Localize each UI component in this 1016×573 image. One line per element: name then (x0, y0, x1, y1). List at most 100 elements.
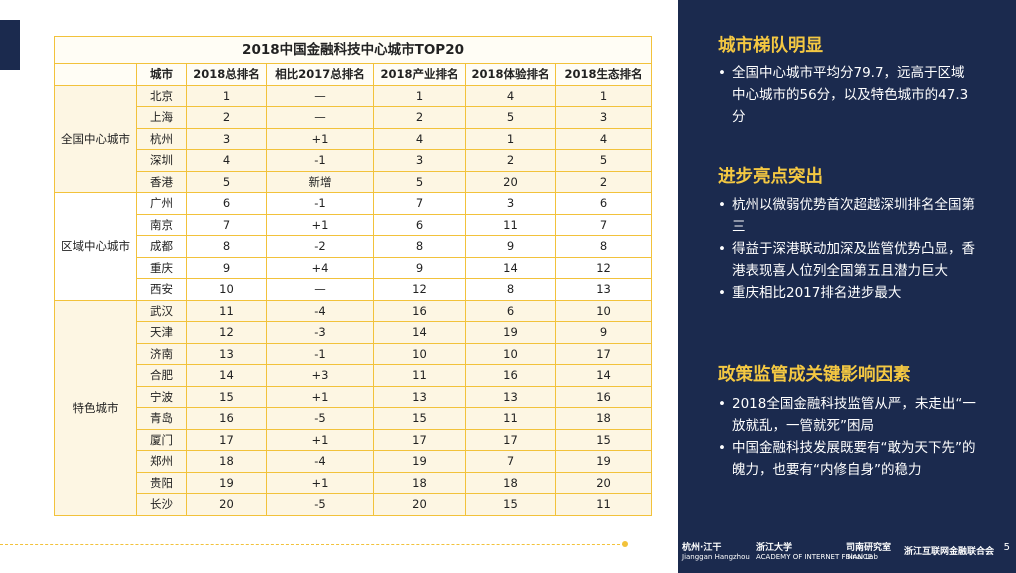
rank-cell: 6 (554, 192, 653, 215)
rank-cell: 15 (554, 428, 653, 451)
rank-cell: -1 (266, 149, 374, 172)
city-cell: 上海 (136, 106, 187, 129)
rank-cell: 16 (554, 385, 653, 408)
column-header: 2018体验排名 (465, 63, 556, 86)
zju-logo: 浙江大学 ACADEMY OF INTERNET FINANCE (756, 543, 873, 561)
rank-cell: 5 (554, 149, 653, 172)
rank-cell: -5 (266, 407, 374, 430)
bullet-marker: • (718, 285, 726, 301)
rank-cell: 17 (186, 428, 267, 451)
rank-cell: 11 (186, 299, 267, 322)
rank-cell: 9 (373, 256, 466, 279)
table-row: 贵阳 19 +1 18 18 20 (55, 471, 653, 494)
section-title-policy: 政策监管成关键影响因素 (718, 365, 911, 385)
rank-cell: 18 (373, 471, 466, 494)
city-cell: 广州 (136, 192, 187, 215)
rank-cell: 15 (373, 407, 466, 430)
table-header-row: 城市 2018总排名 相比2017总排名 2018产业排名 2018体验排名 2018生态… (54, 63, 653, 86)
city-cell: 深圳 (136, 149, 187, 172)
rank-cell: -5 (266, 493, 374, 516)
bullet-item: • 中国金融科技发展既要有“敢为天下先”的魄力，也要有“内修自身”的稳力 (718, 437, 978, 481)
rank-cell: 7 (373, 192, 466, 215)
rank-cell: 7 (465, 450, 556, 473)
city-cell: 香港 (136, 170, 187, 193)
zj-internet-finance-logo: 浙江互联网金融联合会 (904, 547, 995, 557)
table-title: 2018中国金融科技中心城市TOP20 (53, 36, 653, 64)
rank-cell: 9 (465, 235, 556, 258)
bullet-text: 杭州以微弱优势首次超越深圳排名全国第三 (732, 197, 975, 235)
rank-cell: 1 (186, 84, 267, 107)
bullet-text: 得益于深港联动加深及监管优势凸显，香港表现喜人位列全国第五且潜力巨大 (732, 241, 975, 279)
rank-cell: 20 (465, 170, 556, 193)
rank-cell: 1 (373, 84, 466, 107)
city-cell: 贵阳 (136, 471, 187, 494)
rank-cell: 10 (373, 342, 466, 365)
rank-cell: 13 (465, 385, 556, 408)
table-row: 区域中心城市 广州 6 -1 7 3 6 (54, 192, 653, 301)
divider-dot (622, 541, 628, 547)
table-row: 合肥 14 +3 11 16 14 (55, 364, 653, 387)
rank-cell: +1 (266, 127, 374, 150)
city-cell: 武汉 (136, 299, 187, 322)
city-cell: 北京 (136, 84, 187, 107)
group-label: 特色城市 (54, 299, 137, 516)
rank-cell: 4 (373, 127, 466, 150)
rank-cell: — (266, 84, 374, 107)
rank-cell: 14 (186, 364, 267, 387)
rank-cell: 11 (373, 364, 466, 387)
table-row: 成都 8 -2 8 9 8 (55, 235, 653, 258)
rank-cell: 7 (554, 213, 653, 236)
rank-cell: 19 (373, 450, 466, 473)
city-cell: 西安 (136, 278, 187, 301)
bullet-item: • 得益于深港联动加深及监管优势凸显，香港表现喜人位列全国第五且潜力巨大 (718, 238, 978, 282)
rank-cell: 16 (465, 364, 556, 387)
city-cell: 宁波 (136, 385, 187, 408)
rank-cell: +3 (266, 364, 374, 387)
rank-cell: 3 (186, 127, 267, 150)
bullet-marker: • (718, 241, 726, 257)
jianggan-logo: 杭州·江干 Jianggan Hangzhou (682, 543, 750, 561)
city-cell: 青岛 (136, 407, 187, 430)
rank-cell: -2 (266, 235, 374, 258)
page-number: 5 (1003, 542, 1010, 553)
table-row: 杭州 3 +1 4 1 4 (55, 127, 653, 150)
rank-cell: -3 (266, 321, 374, 344)
bullet-marker: • (718, 396, 726, 412)
bullet-item: • 重庆相比2017排名进步最大 (718, 282, 978, 304)
summary-panel: 城市梯队明显 • 全国中心城市平均分79.7，远高于区域中心城市的56分，以及特色… (678, 0, 1016, 573)
table-row: 全国中心城市 北京 1—1 4 1 (54, 84, 653, 193)
rank-cell: +4 (266, 256, 374, 279)
bullet-marker: • (718, 440, 726, 456)
rank-cell: 9 (554, 321, 653, 344)
bullet-marker: • (718, 197, 726, 213)
rank-cell: 2 (186, 106, 267, 129)
rank-cell: 1 (465, 127, 556, 150)
city-cell: 重庆 (136, 256, 187, 279)
rank-cell: 5 (465, 106, 556, 129)
section-title-tiers: 城市梯队明显 (718, 36, 823, 56)
rank-cell: 6 (373, 213, 466, 236)
table-row: 天津 12 -3 14 19 9 (55, 321, 653, 344)
rank-cell: 8 (373, 235, 466, 258)
rank-cell: -1 (266, 192, 374, 215)
rank-cell: 5 (373, 170, 466, 193)
table-row: 宁波 15 +1 13 13 16 (55, 385, 653, 408)
rank-cell: 18 (554, 407, 653, 430)
rank-cell: 13 (186, 342, 267, 365)
rank-cell: 18 (186, 450, 267, 473)
table-row: 重庆 9 +4 9 14 12 (55, 256, 653, 279)
rank-cell: 6 (186, 192, 267, 215)
bullet-text: 2018全国金融科技监管从严，未走出“一放就乱，一管就死”困局 (732, 396, 976, 434)
rank-cell: 14 (554, 364, 653, 387)
bullet-marker: • (718, 65, 726, 81)
rank-cell: 14 (373, 321, 466, 344)
table-row: 青岛 16 -5 15 11 18 (55, 407, 653, 430)
rank-cell: 4 (554, 127, 653, 150)
table-row: 济南 13 -1 10 10 17 (55, 342, 653, 365)
rank-cell: 14 (465, 256, 556, 279)
city-cell: 长沙 (136, 493, 187, 516)
sinai-lab-logo: 司南研究室 Sinai Lab (846, 543, 892, 561)
rank-cell: 8 (554, 235, 653, 258)
city-cell: 成都 (136, 235, 187, 258)
rank-cell: -4 (266, 299, 374, 322)
